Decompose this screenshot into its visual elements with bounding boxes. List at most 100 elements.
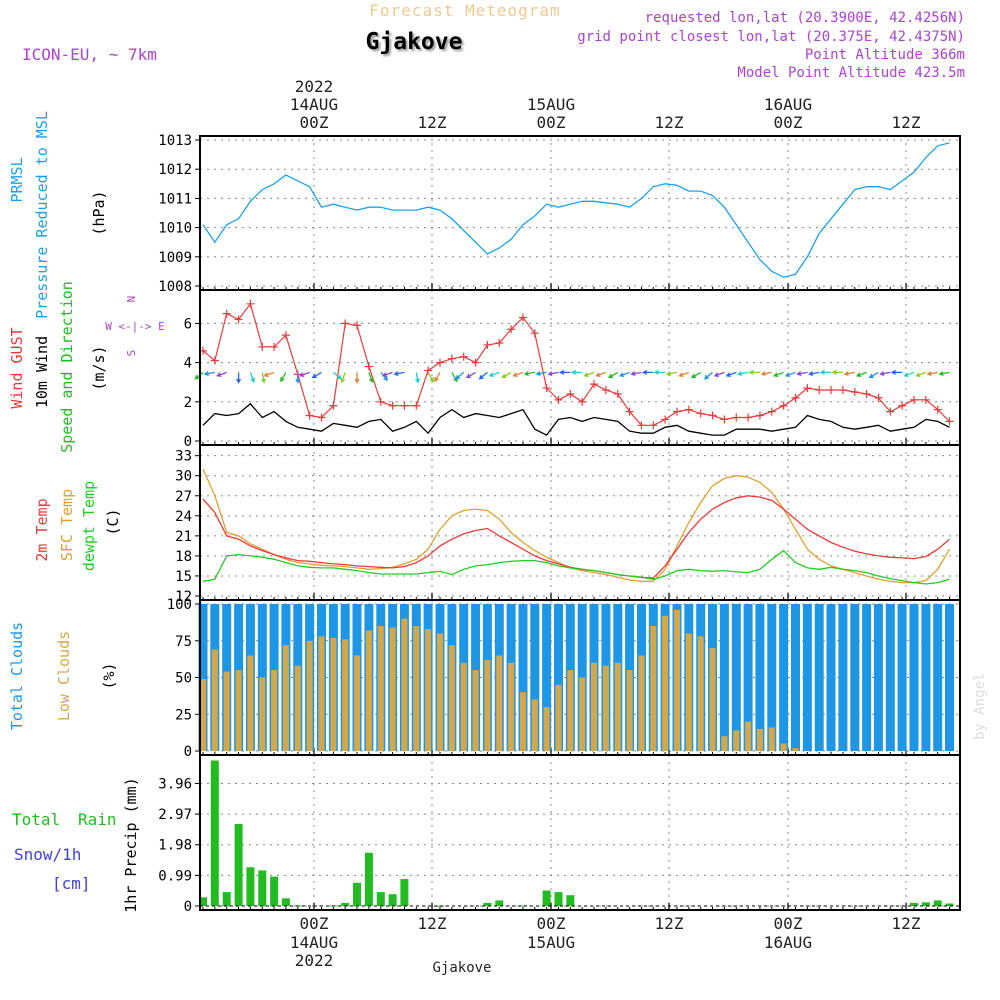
y-tick-label: 4 [184, 356, 192, 372]
gust-marker [886, 407, 895, 416]
gust-marker [874, 393, 883, 402]
panel-clouds: 0 25 50 75 100 [167, 597, 960, 760]
gust-marker [305, 411, 314, 420]
wind-direction-arrow [414, 372, 420, 384]
gust-marker [329, 401, 338, 410]
rain-bar [376, 892, 385, 906]
gust-marker [601, 386, 610, 395]
gust-marker [317, 413, 326, 422]
y-tick-label: 6 [184, 316, 192, 332]
wind-direction-arrow [736, 371, 749, 377]
y-tick-label: 24 [175, 509, 192, 525]
wind-direction-arrow [773, 371, 784, 378]
wind-direction-arrow [203, 371, 215, 377]
low-cloud-bar [413, 626, 420, 751]
wind-direction-arrow [570, 369, 583, 375]
gust-marker [732, 413, 741, 422]
wind-direction-arrow [512, 371, 524, 378]
low-cloud-bar [496, 655, 503, 751]
prmsl-label: PRMSL [8, 157, 26, 202]
gust-marker [898, 401, 907, 410]
gust-marker [270, 342, 279, 351]
snow-label: Snow/1h [14, 845, 81, 864]
top-time-label: 00Z [537, 113, 566, 132]
wind-direction-arrow [703, 371, 713, 380]
footer-location: Gjakove [432, 960, 491, 976]
total-cloud-bar [802, 604, 812, 751]
total-cloud-bar [897, 604, 907, 751]
wind-direction-arrow [465, 371, 476, 379]
bottom-time-label: 12Z [418, 914, 447, 933]
gust-marker [376, 397, 385, 406]
wind-direction-arrow [260, 372, 266, 384]
y-tick-label: 1008 [158, 279, 192, 295]
low-cloud-bar [282, 645, 289, 751]
wind-direction-arrow [819, 369, 831, 375]
rain-bar [945, 903, 954, 906]
low-cloud-bar [697, 636, 704, 751]
low-cloud-bar [211, 649, 218, 751]
gust-marker [483, 340, 492, 349]
rain-bar [921, 902, 930, 906]
rain-bar [542, 890, 551, 906]
rain-bar [353, 882, 361, 906]
low-cloud-bar [745, 721, 752, 751]
wind10m-label: 10m Wind [33, 336, 51, 408]
pressure-unit: (hPa) [90, 190, 108, 235]
rain-bar [258, 870, 267, 906]
total-cloud-bar [755, 604, 765, 751]
low-cloud-bar [508, 662, 515, 751]
wind-direction-arrow [808, 371, 820, 377]
rain-bar [554, 892, 563, 906]
total-cloud-bar [791, 604, 800, 751]
wind-direction-arrow [630, 371, 642, 377]
compass-we: W <-|-> E [105, 320, 165, 333]
low-cloud-bar [662, 615, 669, 751]
wind-direction-arrow [938, 371, 950, 377]
wind-direction-arrow [784, 371, 796, 378]
total-cloud-bar [933, 604, 943, 751]
bottom-time-label: 00Z [300, 914, 329, 933]
gust-marker [542, 384, 551, 393]
low-cloud-bar [306, 640, 313, 752]
top-time-label: 00Z [300, 113, 329, 132]
gust-marker [744, 413, 753, 422]
low-cloud-bar [685, 633, 692, 751]
wind-direction-arrow [340, 372, 346, 384]
rain-bar [270, 876, 279, 906]
low-cloud-bar [555, 684, 562, 751]
y-tick-label: 0 [184, 744, 192, 760]
total-cloud-bar [838, 604, 848, 751]
low-cloud-bar [377, 626, 384, 751]
y-tick-label: 18 [175, 549, 192, 565]
wind-direction-arrow [535, 371, 547, 377]
gust-marker [412, 401, 421, 410]
y-tick-label: 25 [175, 707, 192, 723]
dewpt-label: dewpt Temp [80, 481, 98, 571]
top-time-label: 00Z [774, 113, 803, 132]
total-cloud-bar [530, 604, 540, 751]
wind-direction-arrow [393, 371, 405, 377]
low-cloud-bar [579, 677, 586, 751]
y-tick-label: 0.99 [158, 868, 192, 884]
gust-marker [590, 380, 599, 389]
low-cloud-bar [768, 727, 775, 751]
bottom-time-label: 12Z [655, 914, 684, 933]
wind-direction-arrow [831, 369, 843, 375]
wind-direction-arrow [641, 369, 654, 375]
low-cloud-bar [425, 629, 432, 751]
y-tick-label: 1.98 [158, 838, 192, 854]
rain-bar [388, 894, 397, 906]
low-cloud-bar [531, 699, 538, 751]
gust-marker [815, 386, 824, 395]
series-dewpt-line [202, 549, 950, 585]
gust-marker [827, 386, 836, 395]
wind-direction-arrow [653, 369, 666, 375]
bottom-date-label: 15AUG [527, 933, 575, 952]
wind-direction-arrow [713, 371, 725, 378]
total-cloud-bar [554, 604, 563, 751]
panel-pressure: 1008 1009 1010 1011 1012 1013 [158, 133, 960, 295]
total-cloud-bar [779, 604, 789, 751]
gust-marker [684, 405, 693, 414]
